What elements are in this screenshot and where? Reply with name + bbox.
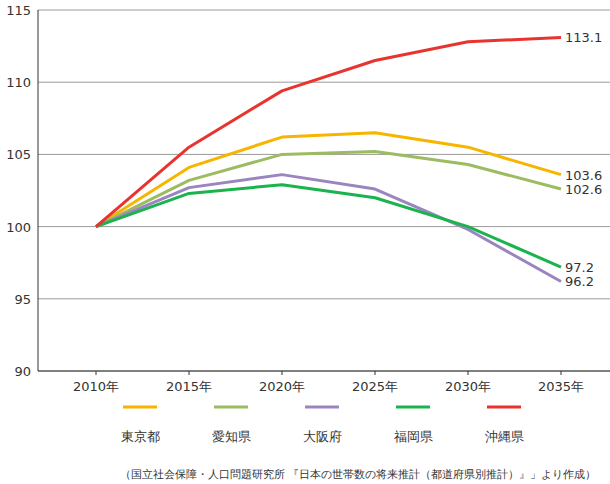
series-line xyxy=(96,175,561,282)
legend-swatch xyxy=(487,406,521,409)
x-axis xyxy=(38,371,610,372)
legend-label: 福岡県 xyxy=(394,429,433,444)
source: （国立社会保障・人口問題研究所 『日本の世帯数の将来推計（都道府県別推計）』」よ… xyxy=(120,468,597,481)
grid-line xyxy=(38,82,610,83)
chart: 90 95 100 105 110 115 2010年 2015年 2020年 2025年 2030… xyxy=(0,0,610,484)
x-tick-label: 2030年 xyxy=(445,379,491,394)
y-tick-label: 95 xyxy=(14,292,31,307)
y-tick-label: 90 xyxy=(14,364,31,379)
legend-label: 沖縄県 xyxy=(485,429,524,444)
grid-line xyxy=(38,226,610,227)
legend-swatch xyxy=(214,406,248,409)
y-tick-label: 100 xyxy=(6,220,31,235)
x-tick-label: 2010年 xyxy=(73,379,119,394)
x-tick xyxy=(561,371,562,375)
x-tick xyxy=(189,371,190,375)
grid-line xyxy=(38,10,610,11)
x-tick xyxy=(282,371,283,375)
grid-line xyxy=(38,298,610,299)
x-tick xyxy=(468,371,469,375)
grid-line xyxy=(38,371,610,372)
data-label: 103.6 xyxy=(565,168,602,183)
y-tick-label: 110 xyxy=(6,75,31,90)
legend-swatch xyxy=(396,406,430,409)
series-line xyxy=(96,133,561,227)
data-label: 96.2 xyxy=(565,274,594,289)
x-tick-label: 2035年 xyxy=(538,379,584,394)
x-tick-label: 2015年 xyxy=(166,379,212,394)
x-tick xyxy=(96,371,97,375)
series-line xyxy=(96,37,561,226)
series-line xyxy=(96,152,561,227)
legend-label: 大阪府 xyxy=(303,429,342,444)
x-tick-label: 2025年 xyxy=(352,379,398,394)
series-group xyxy=(96,37,561,281)
x-tick-label: 2020年 xyxy=(259,379,305,394)
legend-swatch xyxy=(123,406,157,409)
data-label: 113.1 xyxy=(565,30,602,45)
x-tick xyxy=(375,371,376,375)
series-line xyxy=(96,185,561,267)
data-label: 97.2 xyxy=(565,260,594,275)
legend-label: 愛知県 xyxy=(212,429,251,444)
y-tick-label: 105 xyxy=(6,147,31,162)
y-tick-label: 115 xyxy=(6,3,31,18)
legend-swatch xyxy=(305,406,339,409)
data-label: 102.6 xyxy=(565,182,602,197)
y-axis xyxy=(38,10,39,371)
legend-label: 東京都 xyxy=(121,429,160,444)
